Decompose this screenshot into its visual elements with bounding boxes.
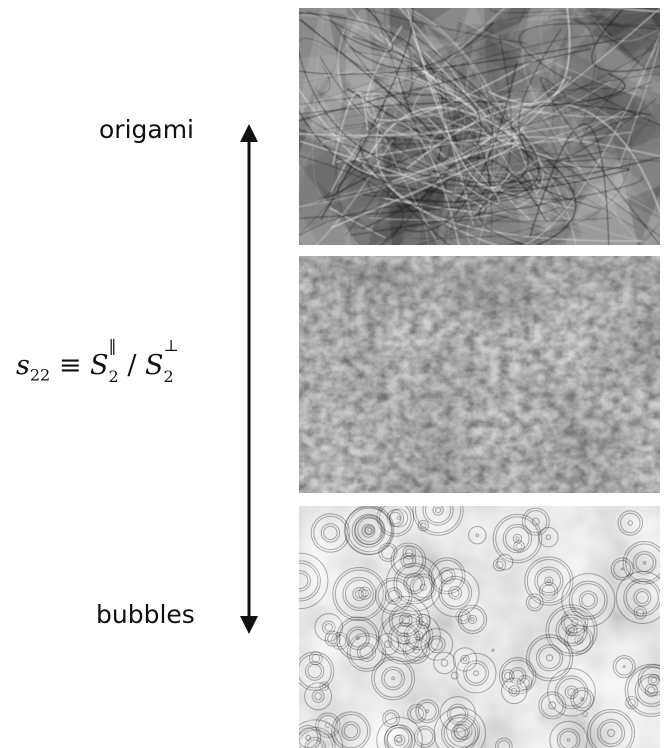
bottom-label-bubbles: bubbles [96,600,195,629]
bubbles-texture-panel [299,506,660,748]
origami-texture-panel [299,8,660,245]
formula-slash: / [127,350,137,381]
formula-denominator-s: S [145,350,164,381]
formula-subscript: 22 [29,365,51,385]
arrow-head-down [240,616,258,634]
formula-equiv: ≡ [58,350,82,381]
formula-numerator-s: S [90,350,109,381]
formula-perp-sup: ⊥ [163,336,179,355]
formula-parallel-sup: ‖ [108,336,117,355]
formula-denominator-sub: 2 [163,367,174,386]
formula-numerator-sub: 2 [108,367,119,386]
formula-symbol: s [16,350,30,381]
ratio-formula: s22 ≡ S ‖ 2 / S ⊥ 2 [16,338,179,385]
top-label-origami: origami [99,115,195,144]
formula-denominator-scripts: ⊥ 2 [164,338,179,385]
double-arrow-icon [240,124,258,634]
intermediate-texture-panel [299,256,660,493]
arrow-head-up [240,124,258,142]
formula-numerator-scripts: ‖ 2 [109,338,119,385]
